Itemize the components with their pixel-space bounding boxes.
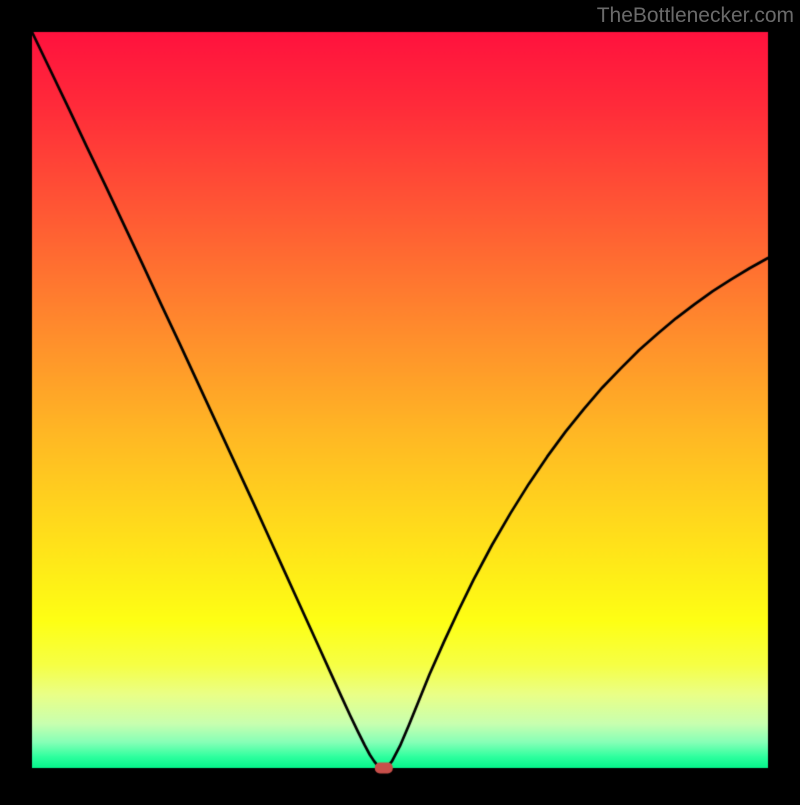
watermark-text: TheBottlenecker.com: [597, 4, 794, 28]
chart-container: [0, 0, 800, 805]
bottleneck-chart-canvas: [0, 0, 800, 800]
